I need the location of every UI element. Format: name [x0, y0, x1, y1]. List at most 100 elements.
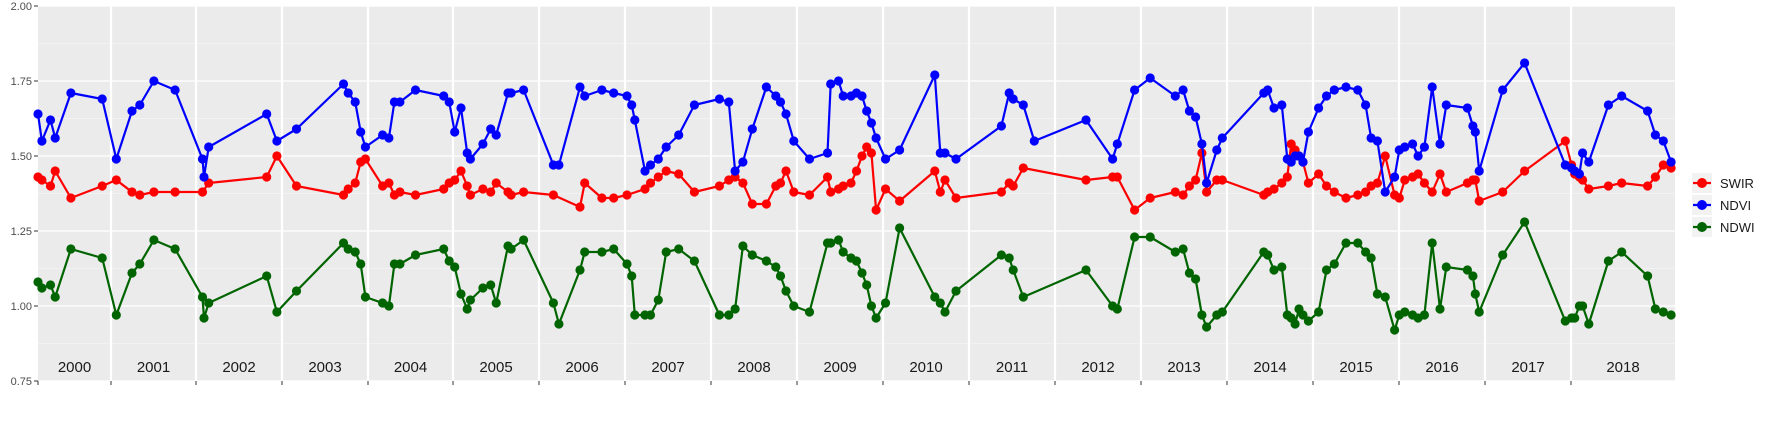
data-point-ndwi — [1269, 265, 1279, 275]
data-point-ndwi — [554, 319, 564, 329]
data-point-ndvi — [66, 88, 76, 98]
year-label: 2014 — [1253, 359, 1286, 376]
data-point-ndvi — [714, 94, 725, 104]
data-point-ndvi — [661, 142, 671, 152]
year-label: 2004 — [394, 359, 427, 376]
data-point-swir — [384, 178, 394, 188]
data-point-swir — [478, 184, 488, 194]
data-point-ndwi — [1178, 244, 1188, 254]
data-point-ndwi — [350, 247, 360, 257]
legend: SWIR NDVI NDWI — [1692, 173, 1755, 237]
data-point-ndwi — [1341, 238, 1351, 248]
data-point-ndwi — [996, 250, 1007, 260]
data-point-ndwi — [575, 265, 585, 275]
data-point-ndvi — [1178, 85, 1188, 95]
data-point-ndwi — [1468, 271, 1478, 281]
data-point-swir — [1170, 187, 1180, 197]
data-point-ndwi — [1380, 292, 1390, 302]
data-point-swir — [1380, 151, 1390, 161]
data-point-ndwi — [1390, 325, 1400, 335]
data-point-ndwi — [1303, 316, 1313, 326]
data-point-swir — [1650, 172, 1660, 182]
legend-label: NDWI — [1720, 220, 1755, 235]
data-point-ndvi — [996, 121, 1007, 131]
data-point-ndvi — [1018, 100, 1028, 110]
data-point-ndvi — [356, 127, 366, 137]
data-point-ndwi — [1184, 268, 1194, 278]
data-point-swir — [1329, 187, 1339, 197]
data-point-swir — [149, 187, 159, 197]
data-point-swir — [575, 202, 585, 212]
data-point-ndwi — [866, 301, 877, 311]
data-point-swir — [1217, 175, 1227, 185]
data-point-swir — [738, 178, 748, 188]
data-point-ndvi — [439, 91, 449, 101]
data-point-ndwi — [738, 241, 748, 251]
data-point-swir — [1277, 178, 1287, 188]
data-point-ndvi — [822, 148, 833, 158]
data-point-ndwi — [789, 301, 799, 311]
data-point-ndwi — [1353, 238, 1363, 248]
data-point-ndvi — [674, 130, 684, 140]
data-point-ndvi — [1666, 157, 1676, 167]
data-point-ndvi — [395, 97, 405, 107]
data-point-ndvi — [609, 88, 619, 98]
data-point-swir — [1584, 184, 1594, 194]
data-point-ndwi — [730, 304, 740, 314]
data-point-ndwi — [1474, 307, 1484, 317]
data-point-ndvi — [486, 124, 496, 134]
data-point-swir — [1191, 175, 1201, 185]
data-point-swir — [930, 166, 940, 176]
data-point-ndwi — [149, 235, 159, 245]
legend-key-dot — [1697, 222, 1707, 232]
data-point-ndvi — [1643, 106, 1653, 116]
data-point-ndvi — [880, 154, 891, 164]
data-point-swir — [597, 193, 607, 203]
data-point-swir — [880, 184, 891, 194]
data-point-ndwi — [857, 268, 867, 278]
data-point-ndvi — [1474, 166, 1484, 176]
data-point-ndwi — [1462, 265, 1472, 275]
data-point-ndwi — [465, 295, 475, 305]
data-point-swir — [895, 196, 905, 206]
data-point-swir — [491, 178, 501, 188]
data-point-ndwi — [1617, 247, 1627, 257]
data-point-ndvi — [1029, 136, 1039, 146]
data-point-ndvi — [724, 97, 734, 107]
data-point-swir — [1202, 187, 1212, 197]
data-point-ndwi — [930, 292, 940, 302]
data-point-ndvi — [689, 100, 700, 110]
data-point-swir — [1658, 160, 1668, 170]
data-point-ndwi — [630, 310, 640, 320]
data-point-swir — [935, 187, 945, 197]
data-point-ndvi — [1372, 136, 1382, 146]
data-point-swir — [262, 172, 272, 182]
legend-label: SWIR — [1720, 176, 1754, 191]
data-point-ndwi — [360, 292, 370, 302]
data-point-ndwi — [1314, 307, 1324, 317]
data-point-ndwi — [135, 259, 145, 269]
data-point-swir — [343, 184, 353, 194]
data-point-ndwi — [410, 250, 421, 260]
data-point-ndwi — [506, 244, 516, 254]
series-layer — [33, 58, 1676, 335]
year-label: 2013 — [1167, 359, 1200, 376]
data-point-ndwi — [1217, 307, 1227, 317]
data-point-swir — [1427, 187, 1437, 197]
data-point-ndvi — [645, 160, 656, 170]
series-ndvi — [33, 58, 1676, 197]
data-point-ndvi — [1212, 145, 1222, 155]
data-point-ndvi — [653, 154, 663, 164]
data-point-swir — [395, 187, 405, 197]
data-point-ndwi — [1643, 271, 1653, 281]
data-point-ndwi — [50, 292, 60, 302]
data-point-ndvi — [1277, 100, 1287, 110]
data-point-swir — [689, 187, 700, 197]
data-point-ndvi — [1321, 91, 1332, 101]
data-point-ndwi — [199, 313, 209, 323]
year-label: 2008 — [737, 359, 770, 376]
data-point-ndvi — [450, 127, 460, 137]
data-point-ndwi — [1520, 217, 1530, 227]
data-point-ndvi — [1329, 85, 1339, 95]
data-point-ndvi — [1617, 91, 1627, 101]
